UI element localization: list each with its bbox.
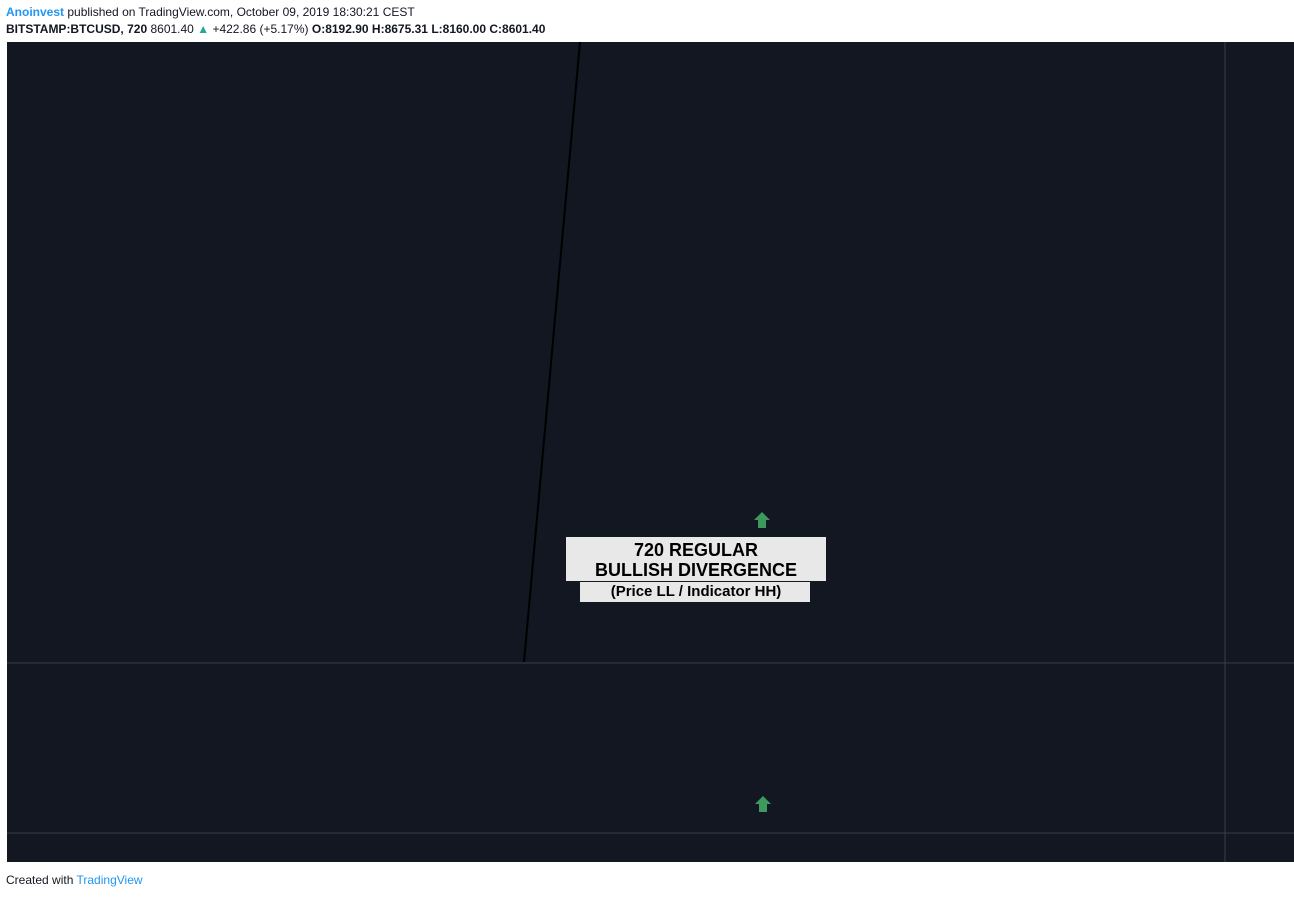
annotation-box (580, 582, 810, 602)
annotation: 720 REGULAR BULLISH DIVERGENCE (Price LL… (566, 537, 826, 602)
low: L:8160.00 (431, 22, 487, 36)
chart: 720 REGULAR BULLISH DIVERGENCE (Price LL… (7, 41, 1294, 862)
created: Created with (6, 873, 74, 887)
published: published on TradingView.com, October 09… (67, 5, 415, 19)
annotation-text: (Price LL / Indicator HH) (611, 583, 782, 600)
change: +422.86 (+5.17%) (212, 22, 309, 36)
annotation-text: BULLISH DIVERGENCE (595, 560, 797, 580)
footer: Created with TradingView (6, 873, 143, 887)
last: 8601.40 (150, 22, 194, 36)
high: H:8675.31 (371, 22, 428, 36)
header-line-2: BITSTAMP:BTCUSD, 720 8601.40 ▲ +422.86 (… (6, 22, 545, 36)
header-line-1: Anoinvest published on TradingView.com, … (6, 5, 415, 19)
close: C:8601.40 (489, 22, 546, 36)
author[interactable]: Anoinvest (6, 5, 65, 19)
chart-background (7, 42, 1294, 862)
symbol: BITSTAMP:BTCUSD, 720 (6, 22, 148, 36)
up-arrow (754, 512, 770, 528)
drawn-line (523, 41, 581, 663)
open: O:8192.90 (311, 22, 369, 36)
annotation-box (566, 537, 826, 581)
brand[interactable]: TradingView (76, 873, 143, 887)
annotation-text: 720 REGULAR (634, 540, 758, 560)
arrow: ▲ (197, 22, 210, 36)
up-arrow (755, 796, 771, 812)
